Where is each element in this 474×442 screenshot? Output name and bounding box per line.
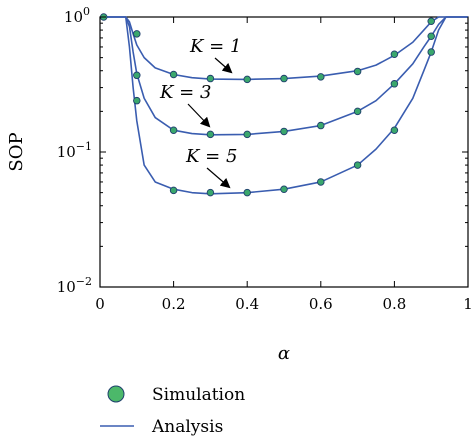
y-tick-exp-2: −2: [76, 275, 92, 288]
y-tick-base-0: 10: [64, 8, 83, 26]
y-tick-label-1: 10−1: [57, 140, 92, 161]
y-tick-label-0: 100: [64, 5, 90, 26]
x-axis-label: α: [278, 343, 290, 364]
axis-ticks: [99, 16, 469, 288]
series-2-point-8: [390, 80, 399, 88]
annotation-arrow-k5: [206, 167, 231, 189]
series-1-point-3: [169, 70, 178, 79]
annotation-k3: K = 3: [159, 82, 211, 103]
series-2-point-1: [133, 71, 141, 80]
series-1-point-2: [133, 30, 141, 38]
x-tick-label-1: 0.2: [162, 295, 186, 313]
series-1-point-6: [280, 74, 288, 83]
y-tick-base-2: 10: [57, 278, 76, 296]
y-tick-exp-0: 0: [83, 5, 90, 18]
series-2-point-5: [280, 127, 288, 136]
legend-analysis-label: Analysis: [151, 417, 223, 437]
y-tick-label-2: 10−2: [57, 275, 92, 296]
annotation-arrow-k1: [214, 57, 233, 74]
series-line-2: [103, 16, 468, 136]
x-tick-label-0: 0: [95, 295, 105, 313]
x-tick-label-2: 0.4: [235, 295, 259, 313]
annotation-k5: K = 5: [185, 146, 237, 167]
x-tick-labels: 0 0.2 0.4 0.6 0.8 1: [95, 295, 473, 313]
series-1-point-8: [353, 67, 362, 76]
series-2-point-3: [206, 130, 215, 139]
annotation-k1: K = 1: [189, 36, 241, 57]
series-3-point-4: [243, 188, 251, 197]
annotations: K = 1 K = 3 K = 5: [159, 36, 241, 189]
series-line-1: [103, 16, 468, 81]
series-3-point-7: [353, 161, 362, 169]
series-3-point-3: [206, 188, 215, 197]
legend-simulation-label: Simulation: [152, 385, 245, 405]
legend: Simulation Analysis: [100, 385, 245, 437]
x-tick-label-5: 1: [463, 295, 473, 313]
x-tick-label-4: 0.8: [382, 295, 406, 313]
series-1-point-4: [206, 74, 215, 83]
series-2-point-9: [427, 32, 435, 41]
series-3-point-9: [427, 48, 435, 56]
series-3-point-5: [280, 185, 288, 193]
series-2-point-7: [353, 107, 362, 116]
series-1-point-7: [317, 73, 325, 81]
series-markers: [99, 13, 435, 197]
series-3-point-2: [169, 186, 178, 195]
legend-simulation-marker: [107, 385, 125, 403]
series-3-point-6: [317, 178, 325, 186]
y-tick-labels: 100 10−1 10−2: [57, 5, 92, 296]
series-line-3: [103, 16, 468, 195]
series-3-point-1: [133, 96, 141, 105]
series-curves: [103, 16, 468, 195]
y-tick-exp-1: −1: [76, 140, 92, 153]
x-tick-label-3: 0.6: [309, 295, 333, 313]
annotation-arrow-k3: [187, 103, 211, 128]
series-2-point-6: [317, 121, 325, 130]
series-1-point-10: [427, 17, 435, 26]
y-tick-base-1: 10: [57, 143, 76, 161]
series-2-point-2: [169, 126, 178, 134]
y-axis-label: SOP: [6, 132, 27, 171]
series-3-point-8: [390, 126, 399, 134]
series-1-point-5: [243, 75, 251, 84]
series-2-point-4: [243, 130, 251, 139]
series-1-point-9: [390, 50, 399, 58]
plot-frame: [99, 16, 469, 288]
